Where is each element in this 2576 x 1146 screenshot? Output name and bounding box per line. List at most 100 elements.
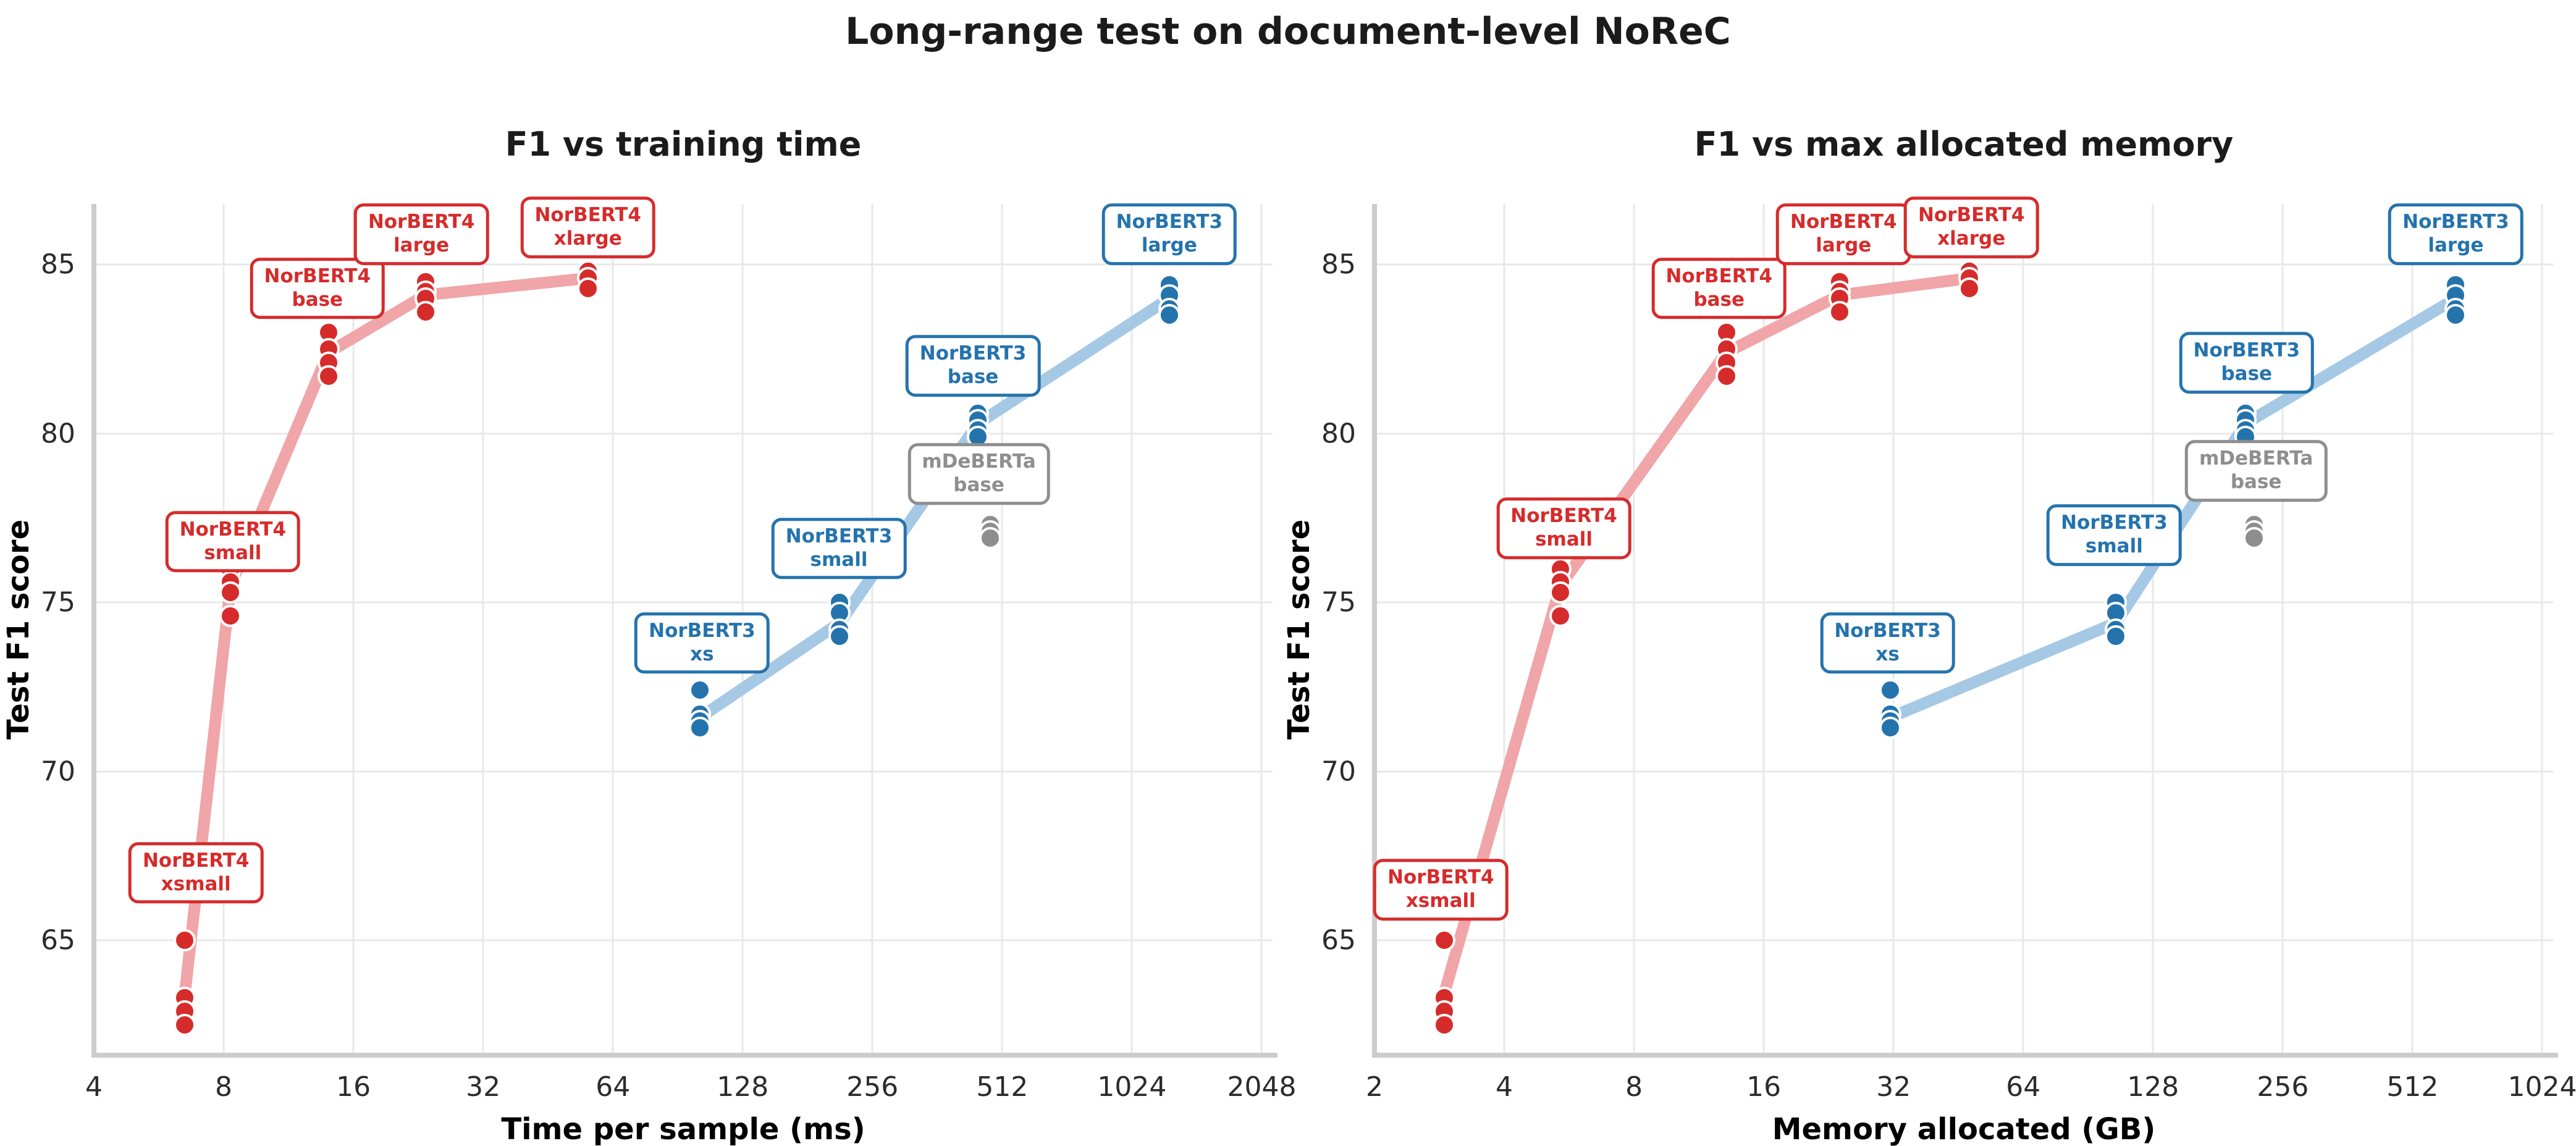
model-size-text: large	[2428, 234, 2484, 257]
model-size-text: xsmall	[161, 872, 231, 895]
model-label-norbert4-base: NorBERT4 base	[250, 257, 385, 319]
x-tick-label: 1024	[1097, 1071, 1167, 1103]
model-family-text: NorBERT4	[1790, 211, 1897, 234]
y-tick-label: 85	[1321, 248, 1356, 280]
x-tick-label: 4	[85, 1071, 103, 1103]
model-label-norbert3-base: NorBERT3 base	[2179, 332, 2315, 394]
y-tick-label: 80	[1321, 418, 1356, 450]
x-tick-label: 128	[717, 1071, 769, 1103]
data-point-norbert4-small	[219, 581, 242, 604]
right-plot-ylabel: Test F1 score	[1282, 519, 1316, 740]
model-label-norbert4-xsmall: NorBERT4 xsmall	[1373, 859, 1509, 921]
right-plot-memory: F1 vs max allocated memory Test F1 score…	[1282, 125, 2576, 1146]
x-tick-label: 32	[466, 1071, 501, 1103]
model-size-text: small	[2085, 534, 2143, 557]
y-tick-label: 75	[41, 586, 75, 618]
model-size-text: large	[1816, 234, 1872, 257]
model-size-text: base	[2230, 470, 2282, 493]
data-point-norbert3-small	[2105, 625, 2128, 647]
model-family-text: NorBERT3	[1834, 620, 1941, 643]
model-label-norbert4-small: NorBERT4 small	[1496, 497, 1631, 559]
model-size-text: base	[953, 474, 1004, 497]
y-tick-label: 75	[1321, 586, 1356, 618]
model-family-text: NorBERT4	[534, 204, 641, 227]
model-label-norbert4-large: NorBERT4 large	[353, 203, 489, 266]
x-tick-label: 16	[336, 1071, 371, 1103]
model-size-text: xlarge	[554, 227, 622, 250]
gridline-vertical	[482, 204, 484, 1055]
right-plot-area: 2 4 8 16 32 64 128 256 512 1024 65 70 75 80 85 NorBERT4…	[1321, 196, 2576, 1103]
x-tick-label: 8	[1625, 1071, 1643, 1103]
model-label-norbert4-base: NorBERT4 base	[1651, 257, 1787, 319]
data-point-norbert4-small	[1549, 581, 1572, 604]
gridline-horizontal	[1374, 770, 2553, 773]
data-point-norbert3-xs	[689, 679, 712, 702]
data-point-norbert4-base	[317, 364, 340, 387]
x-tick-label: 512	[2386, 1071, 2439, 1103]
x-tick-label: 64	[596, 1071, 631, 1103]
model-size-text: xs	[690, 643, 714, 665]
data-point-norbert4-xsmall	[174, 929, 196, 952]
model-family-text: NorBERT4	[1510, 505, 1617, 528]
model-size-text: large	[1141, 234, 1197, 257]
data-point-norbert3-xs	[689, 716, 712, 739]
model-size-text: small	[204, 541, 262, 564]
y-axis-spine	[1372, 204, 1377, 1058]
gridline-horizontal	[94, 432, 1273, 435]
model-size-text: xsmall	[1405, 890, 1476, 912]
gridline-horizontal	[1374, 939, 2553, 942]
model-label-mdeberta-base: mDeBERTa base	[907, 443, 1050, 505]
data-point-norbert4-xsmall	[1433, 1013, 1455, 1036]
gridline-vertical	[1762, 204, 1765, 1055]
model-family-text: NorBERT4	[1917, 204, 2025, 227]
model-family-text: NorBERT3	[919, 342, 1027, 365]
gridline-vertical	[1260, 204, 1263, 1055]
gridline-vertical	[1130, 204, 1133, 1055]
data-point-norbert3-xs	[1879, 716, 1902, 739]
model-size-text: base	[2221, 363, 2273, 385]
x-axis-spine	[91, 1053, 1277, 1058]
y-axis-spine	[91, 204, 96, 1058]
model-family-text: NorBERT3	[785, 525, 893, 547]
model-family-text: NorBERT3	[2402, 211, 2509, 234]
model-family-text: NorBERT4	[179, 518, 287, 541]
data-point-norbert4-base	[1715, 364, 1738, 387]
model-family-text: NorBERT3	[2193, 339, 2300, 362]
data-point-norbert3-large	[1158, 304, 1181, 327]
model-label-norbert4-xlarge: NorBERT4 xlarge	[520, 196, 655, 259]
model-label-norbert3-large: NorBERT3 large	[1101, 203, 1237, 266]
right-plot-xlabel: Memory allocated (GB)	[1772, 1112, 2156, 1146]
left-plot-training-time: F1 vs training time Test F1 score Time p…	[1, 125, 1296, 1146]
trend-line-norbert3	[694, 292, 1176, 723]
data-point-norbert4-xsmall	[174, 1013, 196, 1036]
x-axis-spine	[1372, 1053, 2558, 1058]
data-point-norbert4-xsmall	[1433, 929, 1455, 952]
x-tick-label: 2048	[1227, 1071, 1297, 1103]
x-tick-label: 128	[2127, 1071, 2179, 1103]
gridline-vertical	[1001, 204, 1003, 1055]
model-family-text: NorBERT4	[264, 264, 371, 287]
data-point-norbert4-xlarge	[576, 277, 599, 300]
gridline-horizontal	[1374, 601, 2553, 604]
data-point-norbert4-small	[219, 605, 242, 628]
x-tick-label: 32	[1876, 1071, 1911, 1103]
y-tick-label: 70	[1321, 756, 1356, 788]
model-label-mdeberta-base: mDeBERTa base	[2184, 440, 2328, 502]
gridline-horizontal	[94, 601, 1273, 604]
model-size-text: small	[810, 548, 868, 571]
model-label-norbert4-xlarge: NorBERT4 xlarge	[1903, 196, 2039, 259]
x-tick-label: 8	[215, 1071, 233, 1103]
trend-lines-layer	[1438, 272, 2462, 1001]
model-label-norbert4-small: NorBERT4 small	[165, 511, 301, 573]
figure-title: Long-range test on document-level NoReC	[845, 10, 1731, 53]
gridline-vertical	[2022, 204, 2024, 1055]
gridline-vertical	[2411, 204, 2414, 1055]
model-label-norbert3-small: NorBERT3 small	[2047, 504, 2182, 566]
model-family-text: NorBERT4	[142, 849, 250, 872]
model-family-text: NorBERT3	[1116, 211, 1223, 234]
gridline-vertical	[612, 204, 614, 1055]
model-label-norbert4-xsmall: NorBERT4 xsmall	[128, 841, 264, 904]
gridline-horizontal	[94, 770, 1273, 773]
x-tick-label: 2	[1366, 1071, 1383, 1103]
